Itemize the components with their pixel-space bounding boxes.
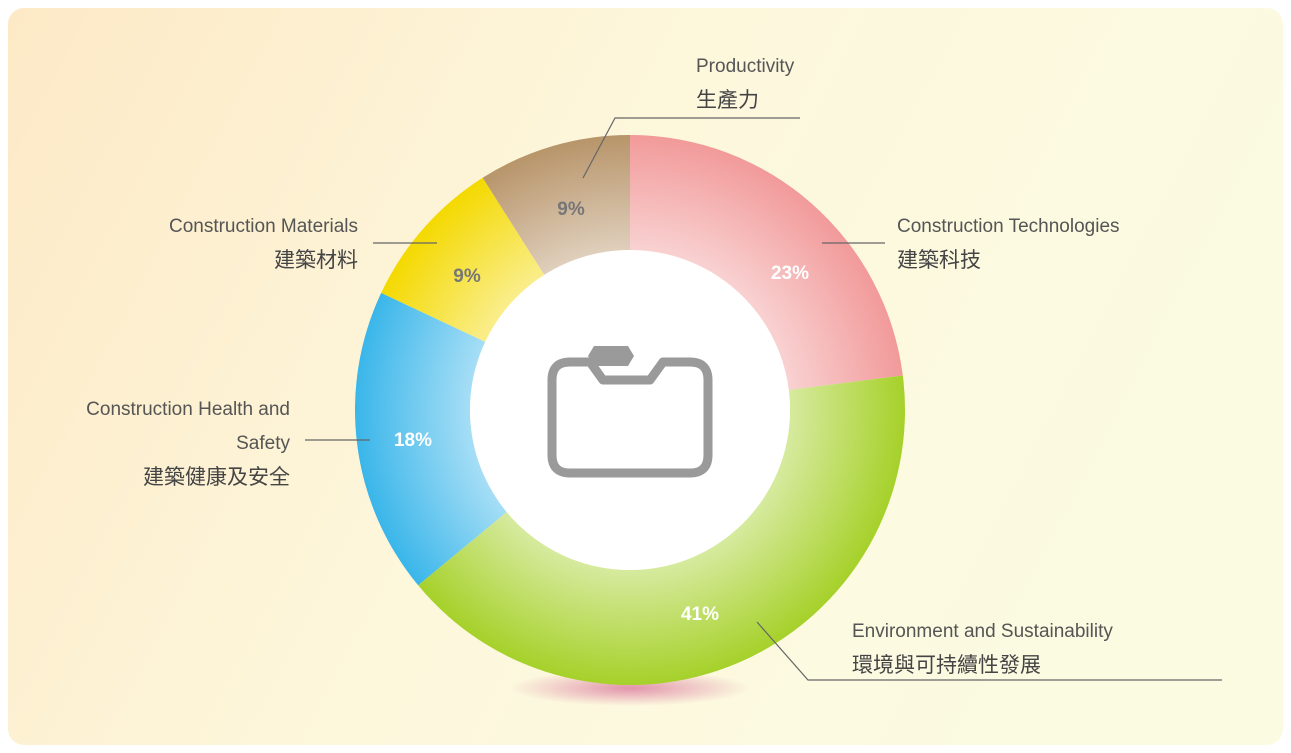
label-zh: 建築材料: [274, 249, 358, 272]
center-icon: [547, 357, 713, 478]
label: Construction Technologies 建築科技: [897, 210, 1120, 278]
label: Construction Materials 建築材料: [58, 210, 358, 278]
label-en: Construction Technologies: [897, 216, 1120, 237]
value-label: 9%: [557, 199, 585, 220]
label: Environment and Sustainability 環境與可持續性發展: [852, 615, 1113, 683]
label-en: Construction Materials: [168, 216, 358, 237]
donut-hole: [470, 250, 790, 570]
label-zh: 生產力: [696, 89, 759, 112]
label: Productivity 生產力: [696, 50, 794, 118]
value-label: 41%: [681, 604, 719, 625]
label-en: Productivity: [696, 56, 795, 77]
label-en: Environment and Sustainability: [852, 621, 1113, 642]
center-icon-tab: [588, 346, 634, 366]
value-label: 23%: [771, 263, 809, 284]
value-label: 9%: [453, 266, 481, 287]
label-zh: 建築健康及安全: [143, 466, 290, 489]
value-label: 18%: [394, 430, 432, 451]
label: Construction Health and Safety 建築健康及安全: [60, 393, 290, 495]
leader-lines: [305, 117, 1222, 681]
label-zh: 環境與可持續性發展: [852, 654, 1041, 677]
label-en: Construction Health and Safety: [86, 399, 290, 454]
label-zh: 建築科技: [897, 249, 981, 272]
